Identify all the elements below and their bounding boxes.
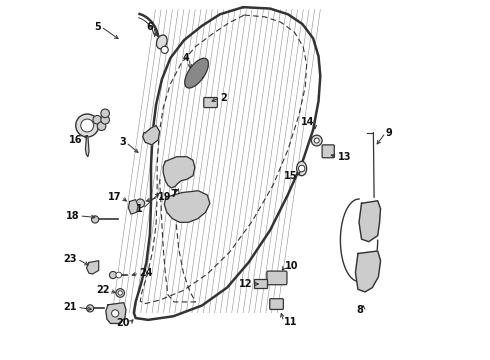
Circle shape: [311, 135, 322, 146]
Text: 16: 16: [70, 135, 83, 145]
Circle shape: [314, 138, 319, 143]
FancyBboxPatch shape: [322, 145, 334, 158]
Circle shape: [109, 271, 117, 279]
FancyBboxPatch shape: [204, 98, 218, 108]
Circle shape: [116, 289, 124, 297]
Polygon shape: [128, 200, 138, 214]
Text: 10: 10: [285, 261, 299, 271]
Text: 9: 9: [386, 128, 392, 138]
Circle shape: [112, 310, 119, 317]
Polygon shape: [163, 157, 195, 188]
Text: 22: 22: [96, 285, 109, 296]
Polygon shape: [359, 201, 381, 242]
Text: 23: 23: [64, 254, 77, 264]
Ellipse shape: [296, 161, 307, 176]
Polygon shape: [106, 303, 126, 323]
Text: 4: 4: [183, 53, 190, 63]
Text: 20: 20: [116, 319, 129, 328]
Text: 8: 8: [356, 305, 364, 315]
Circle shape: [81, 119, 94, 132]
Circle shape: [93, 116, 101, 124]
Text: 15: 15: [284, 171, 297, 181]
Polygon shape: [185, 58, 208, 88]
Text: 11: 11: [284, 317, 297, 327]
Polygon shape: [85, 136, 89, 157]
Circle shape: [92, 216, 98, 223]
Circle shape: [101, 109, 109, 118]
Text: 1: 1: [136, 204, 143, 214]
Circle shape: [161, 46, 168, 53]
Circle shape: [118, 291, 122, 295]
Text: 14: 14: [301, 117, 315, 127]
FancyBboxPatch shape: [267, 271, 287, 285]
Text: 7: 7: [170, 189, 177, 199]
Circle shape: [116, 272, 122, 278]
Text: 2: 2: [220, 93, 227, 103]
Polygon shape: [143, 126, 160, 145]
Circle shape: [101, 116, 109, 124]
FancyBboxPatch shape: [270, 299, 283, 310]
Circle shape: [298, 165, 305, 172]
Text: 13: 13: [338, 152, 351, 162]
Text: 19: 19: [158, 192, 172, 202]
Text: 12: 12: [239, 279, 252, 289]
Circle shape: [136, 199, 145, 208]
Polygon shape: [355, 251, 381, 292]
Circle shape: [87, 305, 94, 312]
Polygon shape: [87, 261, 98, 274]
Text: 5: 5: [94, 22, 101, 32]
Circle shape: [97, 122, 106, 131]
Text: 6: 6: [147, 22, 153, 32]
Text: 18: 18: [66, 211, 79, 221]
FancyBboxPatch shape: [254, 279, 267, 288]
Circle shape: [76, 114, 98, 137]
Polygon shape: [164, 191, 210, 222]
Ellipse shape: [156, 35, 167, 49]
Text: 17: 17: [108, 192, 122, 202]
Text: 21: 21: [64, 302, 77, 312]
Text: 24: 24: [139, 268, 153, 278]
Text: 3: 3: [119, 138, 126, 147]
